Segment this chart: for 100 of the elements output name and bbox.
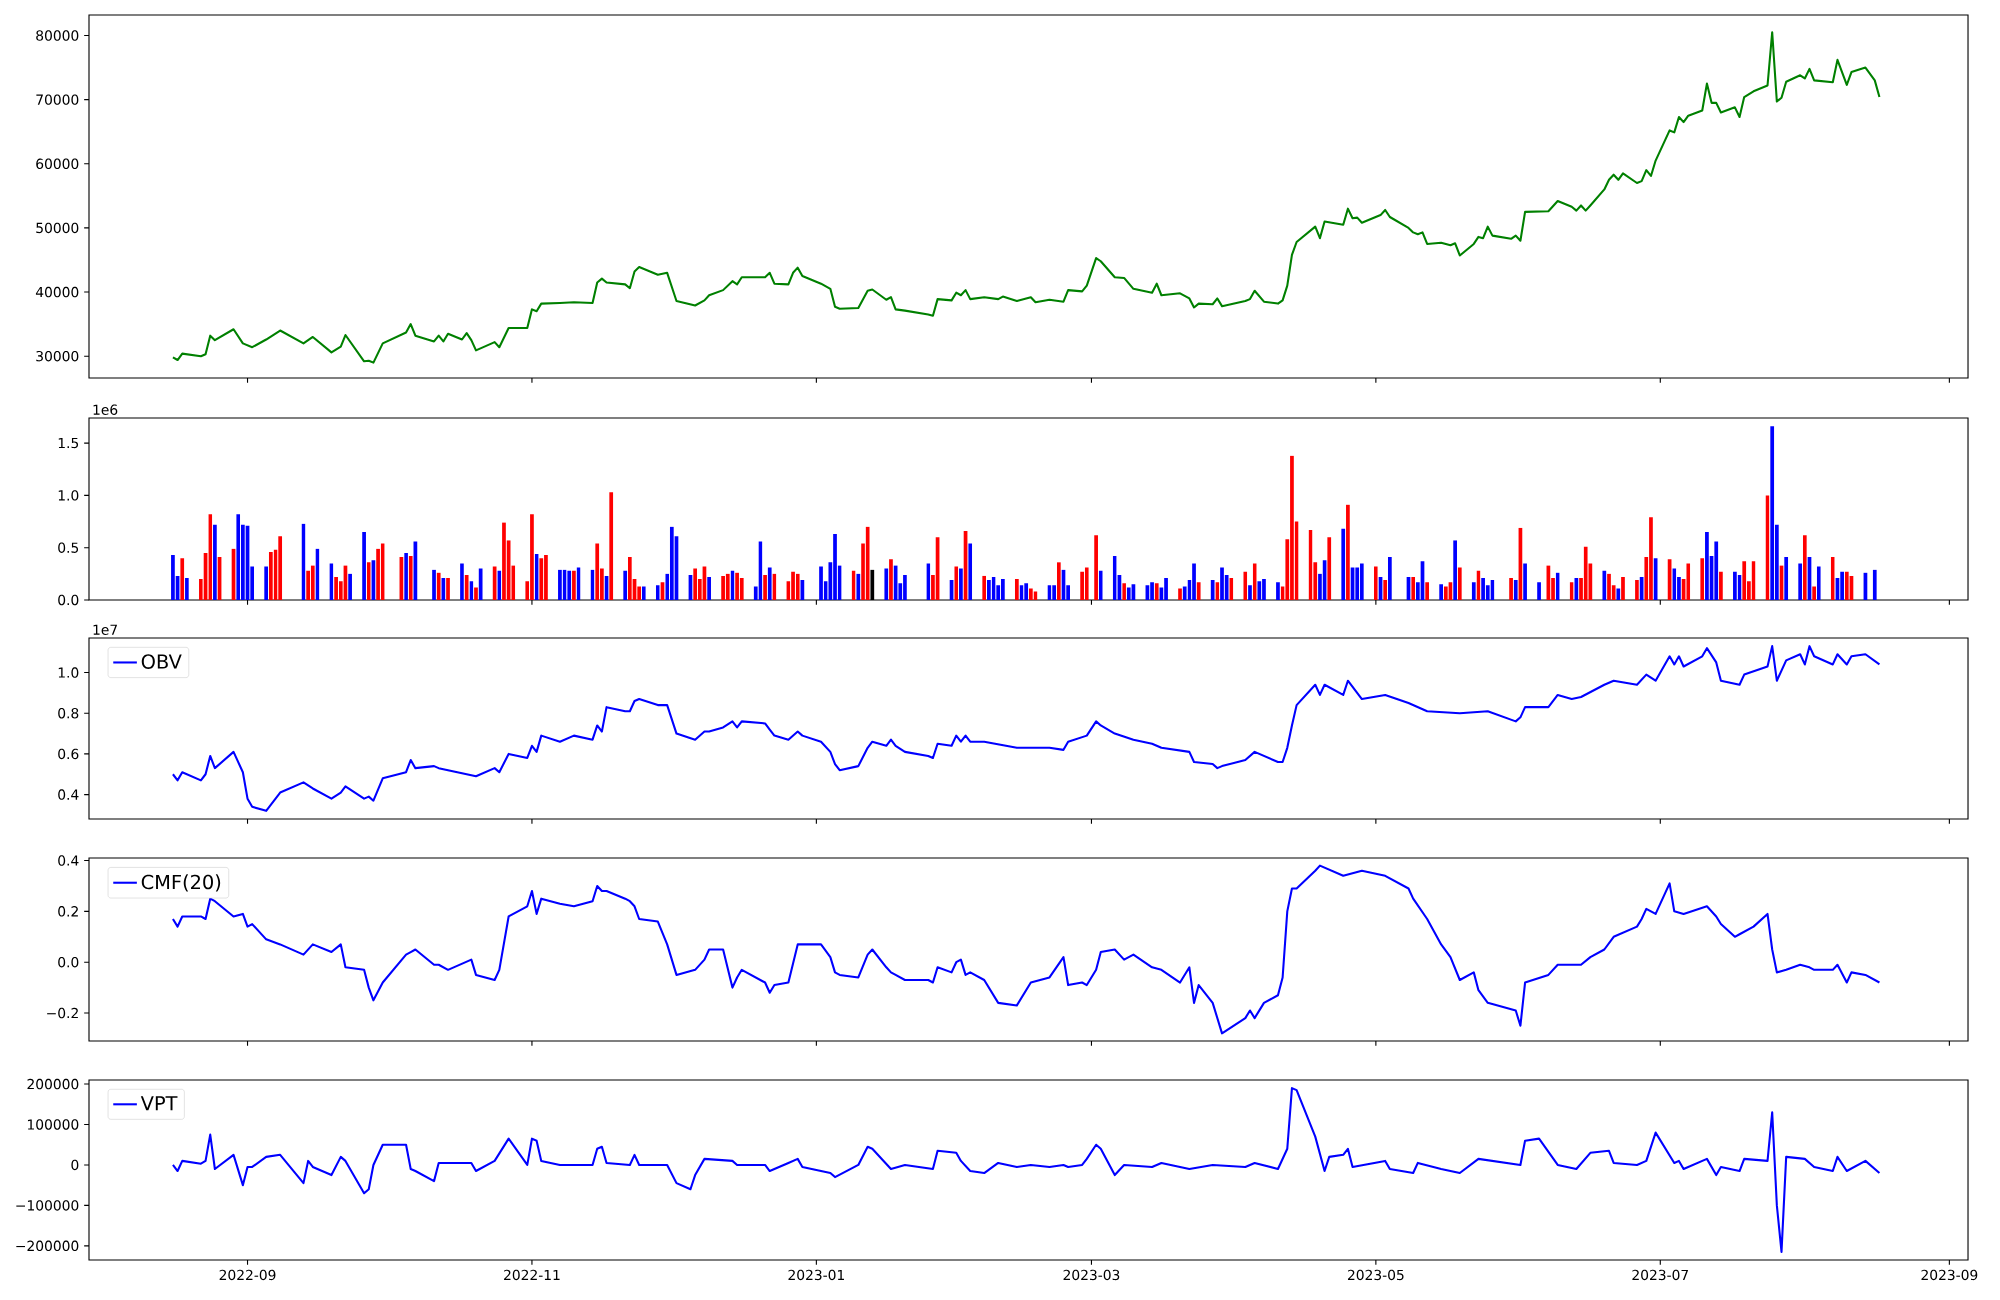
bar bbox=[1509, 578, 1513, 600]
bar bbox=[959, 568, 963, 600]
y-tick-label: 0.8 bbox=[58, 707, 79, 719]
bar bbox=[1602, 570, 1607, 600]
y-tick-label: 70000 bbox=[36, 94, 79, 105]
bar bbox=[1425, 582, 1430, 600]
legend-label: OBV bbox=[141, 654, 182, 669]
y-tick-label: 80000 bbox=[36, 30, 79, 41]
bar bbox=[1052, 585, 1057, 600]
bar bbox=[1798, 563, 1803, 600]
bar bbox=[1248, 585, 1252, 600]
bar bbox=[478, 568, 483, 600]
bar bbox=[408, 556, 413, 600]
y-tick-label: 0.0 bbox=[58, 594, 79, 606]
bar bbox=[1126, 587, 1131, 600]
bar bbox=[1024, 583, 1029, 600]
bar bbox=[1770, 426, 1775, 600]
bar bbox=[1705, 532, 1709, 600]
bar bbox=[441, 578, 446, 600]
bar bbox=[1056, 562, 1061, 600]
bar bbox=[1812, 586, 1817, 600]
bar bbox=[763, 574, 767, 600]
bar bbox=[278, 536, 283, 600]
bar bbox=[1439, 584, 1444, 600]
bar bbox=[669, 526, 674, 600]
legend-label: VPT bbox=[140, 1096, 178, 1111]
y-tick-label: 50000 bbox=[36, 222, 79, 234]
y-tick-label: 200000 bbox=[27, 1078, 79, 1090]
bar bbox=[1639, 576, 1644, 600]
y-tick-label: 0 bbox=[71, 1159, 79, 1171]
bar bbox=[1150, 582, 1154, 600]
bar bbox=[572, 570, 576, 600]
bar bbox=[1574, 578, 1579, 600]
x-tick-label: 2023-07 bbox=[1632, 1269, 1688, 1281]
bar bbox=[1457, 567, 1462, 600]
bar bbox=[767, 567, 772, 600]
bar bbox=[1784, 557, 1789, 600]
bar bbox=[264, 566, 269, 600]
bar bbox=[1387, 557, 1392, 600]
bar bbox=[623, 570, 628, 600]
bar bbox=[884, 568, 889, 600]
bar bbox=[819, 566, 823, 600]
bar bbox=[432, 569, 436, 600]
bar bbox=[474, 587, 478, 600]
bar bbox=[1154, 583, 1159, 600]
y-tick-label: −0.2 bbox=[47, 1007, 78, 1019]
bar bbox=[558, 569, 562, 600]
bar bbox=[865, 526, 870, 600]
bar bbox=[376, 548, 380, 600]
bar bbox=[539, 558, 544, 600]
y-tick-label: 0.4 bbox=[58, 789, 79, 800]
bar bbox=[213, 524, 217, 600]
bar bbox=[1719, 571, 1723, 600]
bar bbox=[436, 572, 441, 600]
bar bbox=[464, 574, 469, 600]
bar bbox=[1733, 571, 1737, 600]
bar bbox=[268, 551, 273, 600]
y-tick-label: 0.4 bbox=[58, 855, 79, 866]
y-tick-label: 1.5 bbox=[58, 437, 79, 449]
x-tick-label: 2022-09 bbox=[219, 1269, 276, 1281]
bar bbox=[1840, 571, 1844, 600]
x-tick-label: 2023-05 bbox=[1347, 1269, 1404, 1281]
bar bbox=[1094, 535, 1098, 600]
bar bbox=[1341, 528, 1346, 600]
text: 1e7 bbox=[93, 624, 117, 635]
bar bbox=[1537, 582, 1541, 600]
y-tick-label: 0.2 bbox=[58, 906, 78, 917]
bar bbox=[987, 580, 991, 600]
bar bbox=[1714, 541, 1719, 600]
bar bbox=[1196, 582, 1201, 600]
y-tick-label: 100000 bbox=[27, 1119, 79, 1130]
bar bbox=[1028, 588, 1033, 600]
bar bbox=[1276, 582, 1280, 600]
bar bbox=[889, 559, 893, 600]
bar bbox=[502, 522, 506, 600]
bar bbox=[707, 576, 711, 600]
bar bbox=[348, 573, 352, 600]
bar bbox=[1844, 571, 1849, 600]
legend-label: CMF(20) bbox=[141, 874, 221, 892]
bar bbox=[1327, 537, 1332, 600]
y-tick-label: 60000 bbox=[36, 158, 79, 170]
bar bbox=[567, 570, 572, 600]
x-tick-label: 2023-09 bbox=[1921, 1269, 1978, 1281]
bar bbox=[795, 573, 800, 600]
y-tick-label: −100000 bbox=[16, 1200, 79, 1211]
x-tick-label: 2022-11 bbox=[504, 1269, 560, 1281]
bar bbox=[1014, 579, 1019, 600]
bar bbox=[1453, 540, 1457, 600]
y-tick-label: 0.0 bbox=[58, 956, 79, 968]
bar bbox=[180, 558, 185, 600]
y-tick-label: 0.6 bbox=[58, 748, 79, 760]
bar bbox=[1080, 571, 1084, 600]
bar bbox=[1742, 561, 1747, 600]
x-tick-label: 2023-03 bbox=[1063, 1269, 1120, 1281]
bar bbox=[595, 543, 600, 600]
bar bbox=[1346, 504, 1350, 600]
bar bbox=[1192, 563, 1196, 600]
bar bbox=[362, 532, 366, 600]
bar bbox=[310, 565, 315, 600]
x-tick-label: 2023-01 bbox=[788, 1269, 844, 1281]
